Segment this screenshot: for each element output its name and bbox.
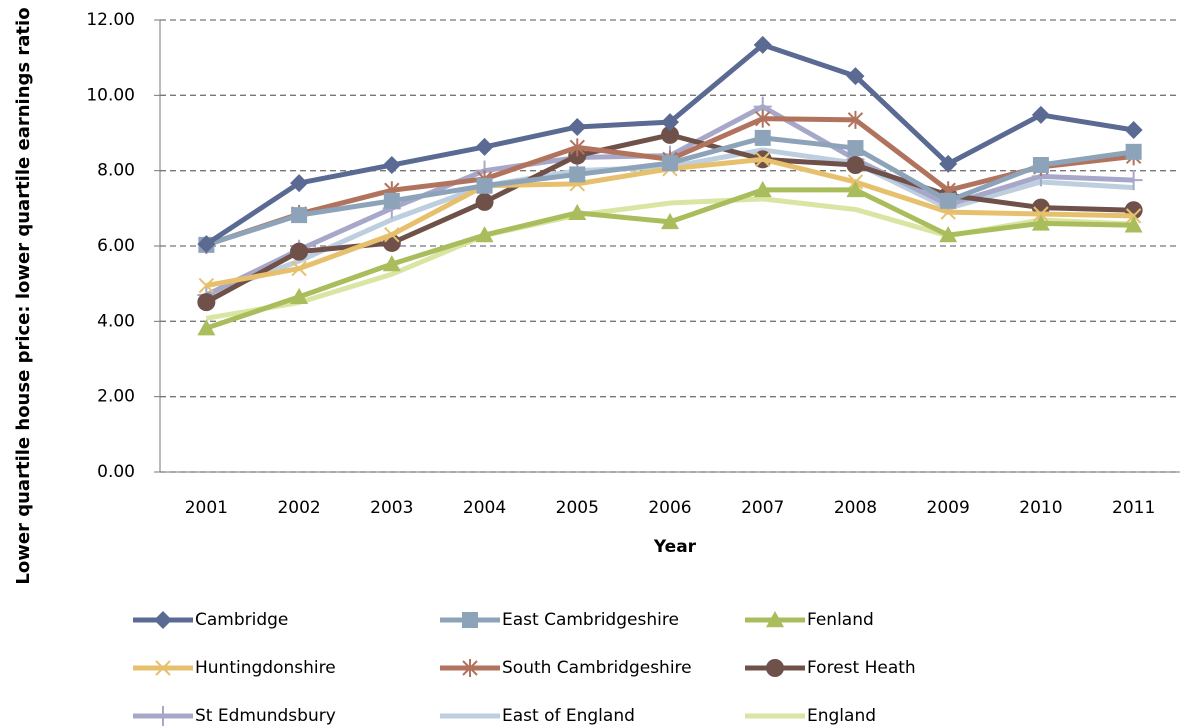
marker bbox=[1124, 216, 1143, 233]
marker bbox=[661, 125, 679, 144]
legend-marker bbox=[154, 706, 172, 726]
legend-label: St Edmundsbury bbox=[195, 706, 336, 726]
marker bbox=[753, 180, 772, 198]
legend-label: Huntingdonshire bbox=[195, 658, 336, 678]
x-tick-label: 2005 bbox=[556, 498, 599, 518]
y-tick-label: 0.00 bbox=[97, 462, 135, 482]
legend-marker bbox=[462, 659, 478, 677]
marker bbox=[290, 242, 309, 261]
y-axis-title: Lower quartile house price: lower quarti… bbox=[13, 7, 34, 585]
marker bbox=[475, 137, 494, 156]
x-axis-title: Year bbox=[653, 537, 697, 557]
marker bbox=[384, 226, 400, 243]
marker bbox=[197, 235, 216, 254]
marker bbox=[754, 129, 771, 146]
marker bbox=[568, 203, 587, 221]
marker bbox=[847, 110, 864, 129]
marker bbox=[383, 192, 400, 209]
marker bbox=[846, 180, 865, 198]
legend-label: East of England bbox=[502, 706, 635, 726]
marker bbox=[1033, 206, 1049, 222]
legend-label: East Cambridgeshire bbox=[502, 610, 679, 630]
marker bbox=[1032, 157, 1049, 174]
legend-label: England bbox=[807, 706, 876, 726]
marker bbox=[291, 260, 307, 277]
y-tick-label: 4.00 bbox=[97, 311, 135, 331]
x-tick-label: 2009 bbox=[927, 498, 970, 518]
marker bbox=[475, 192, 494, 211]
marker bbox=[197, 293, 216, 312]
marker bbox=[661, 212, 679, 230]
marker bbox=[1031, 105, 1050, 124]
x-tick-label: 2003 bbox=[370, 498, 413, 518]
marker bbox=[291, 207, 308, 224]
y-tick-label: 12.00 bbox=[86, 10, 135, 30]
marker bbox=[382, 255, 401, 272]
marker bbox=[939, 154, 958, 173]
x-tick-label: 2011 bbox=[1112, 498, 1155, 518]
x-tick-label: 2008 bbox=[834, 498, 877, 518]
marker bbox=[382, 156, 401, 175]
marker bbox=[476, 177, 493, 194]
marker bbox=[569, 166, 586, 183]
marker bbox=[846, 156, 865, 175]
marker bbox=[939, 226, 958, 243]
x-tick-label: 2007 bbox=[741, 498, 784, 518]
x-tick-label: 2010 bbox=[1019, 498, 1062, 518]
marker bbox=[1031, 214, 1050, 231]
marker bbox=[1124, 170, 1143, 191]
legend-marker bbox=[766, 611, 784, 628]
marker bbox=[847, 140, 864, 157]
legend-label: South Cambridgeshire bbox=[502, 658, 692, 678]
marker bbox=[1124, 120, 1143, 139]
y-tick-label: 10.00 bbox=[86, 85, 135, 105]
legend-label: Fenland bbox=[807, 610, 874, 630]
marker bbox=[198, 277, 215, 294]
marker bbox=[475, 226, 494, 243]
x-tick-label: 2004 bbox=[463, 498, 506, 518]
y-tick-label: 8.00 bbox=[97, 161, 135, 181]
marker bbox=[197, 319, 216, 336]
legend-marker bbox=[462, 612, 478, 628]
marker bbox=[1125, 143, 1142, 160]
legend-marker bbox=[766, 659, 784, 677]
x-tick-label: 2006 bbox=[648, 498, 691, 518]
marker bbox=[569, 138, 585, 157]
marker bbox=[940, 192, 957, 209]
legend-label: Forest Heath bbox=[807, 658, 916, 678]
marker bbox=[753, 35, 772, 54]
marker bbox=[661, 113, 679, 132]
marker bbox=[755, 151, 771, 168]
x-tick-label: 2001 bbox=[185, 498, 228, 518]
marker bbox=[755, 109, 771, 128]
marker bbox=[568, 117, 587, 136]
marker bbox=[662, 155, 678, 172]
marker bbox=[290, 174, 309, 193]
legend-marker bbox=[155, 660, 171, 676]
legend-marker bbox=[154, 611, 172, 629]
marker bbox=[846, 67, 865, 86]
marker bbox=[290, 287, 309, 305]
legend-label: Cambridge bbox=[195, 610, 288, 630]
x-tick-label: 2002 bbox=[277, 498, 320, 518]
y-tick-label: 6.00 bbox=[97, 236, 135, 256]
y-tick-label: 2.00 bbox=[97, 387, 135, 407]
marker bbox=[1125, 208, 1142, 224]
